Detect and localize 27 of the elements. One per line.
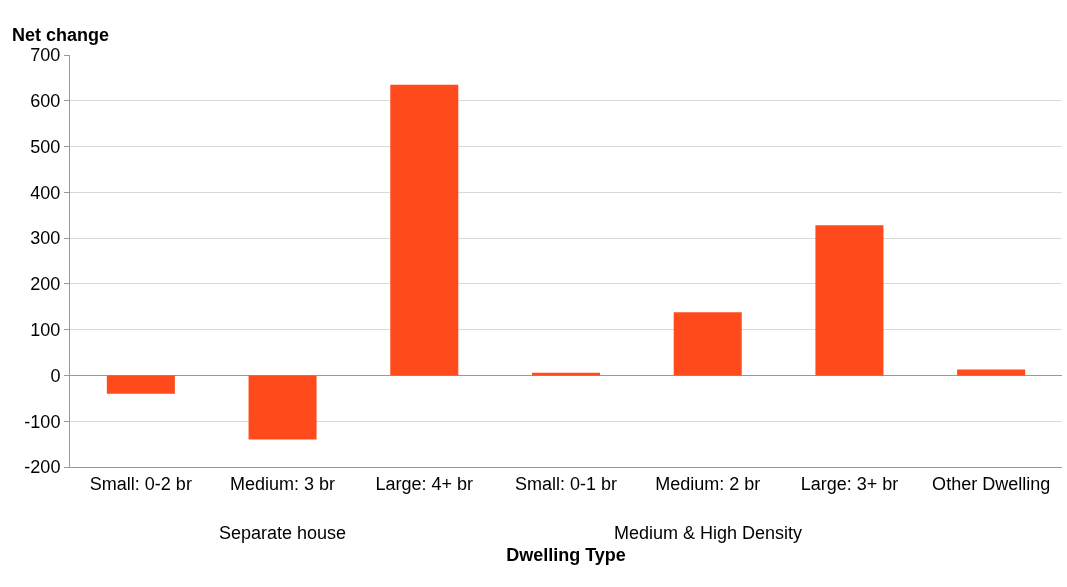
bar [957,369,1026,376]
bar [248,375,317,440]
x-tick-label: Small: 0-1 br [514,473,618,494]
bar [815,225,884,376]
x-tick-label: Medium: 3 br [230,473,336,494]
x-tick-label: Small: 0-2 br [89,473,192,494]
y-tick-label: 100 [30,319,61,340]
bar [106,375,175,394]
y-tick-label: 300 [30,228,61,249]
x-tick-label: Other Dwelling [932,473,1051,494]
text: Medium & High Density [614,523,803,543]
text: Separate house [219,523,347,543]
y-tick-label: 200 [30,274,61,295]
x-tick-label: Large: 4+ br [375,473,474,494]
x-axis-title: Dwelling Type [506,544,626,565]
y-tick-label: 700 [30,45,61,66]
x-tick-label: Large: 3+ br [800,473,899,494]
y-tick-label: 600 [30,91,61,112]
y-tick-label: -200 [24,457,61,478]
y-tick-label: 500 [30,136,61,157]
bar [390,84,459,376]
y-tick-label: -100 [24,411,61,432]
y-tick-label: 0 [50,365,61,386]
y-axis-title: Net change [12,25,110,45]
x-tick-label: Medium: 2 br [655,473,761,494]
bar [673,312,742,376]
y-tick-label: 400 [30,182,61,203]
